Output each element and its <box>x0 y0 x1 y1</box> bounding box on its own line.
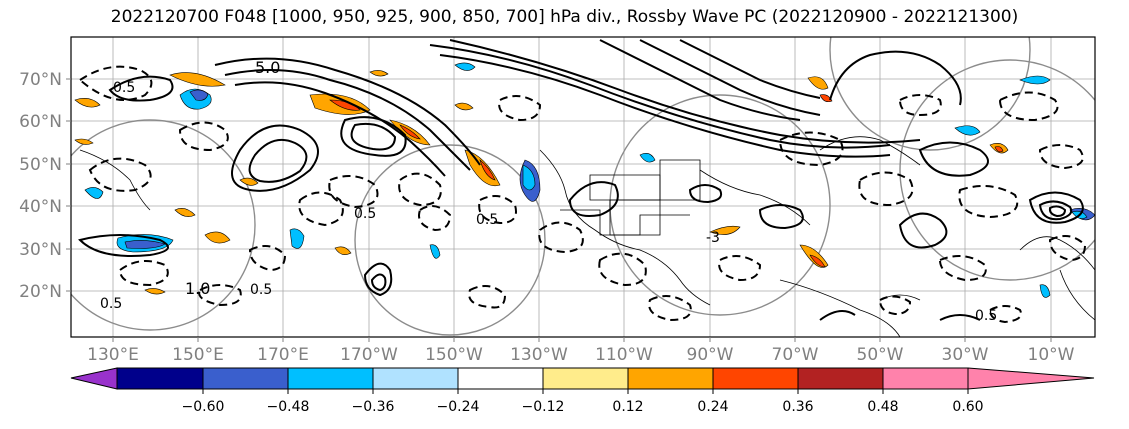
colorbar-label: −0.24 <box>437 399 480 415</box>
colorbar-segment <box>712 367 799 390</box>
lon-label: 150°W <box>425 345 483 365</box>
colorbar-label: 0.24 <box>697 399 728 415</box>
contour-label: 0.5 <box>113 80 135 96</box>
colorbar-ticks <box>202 389 969 394</box>
lat-tick-marks <box>66 78 71 292</box>
contours-dashed <box>78 65 1087 324</box>
colorbar <box>70 367 1095 390</box>
lon-tick-marks <box>112 337 1052 342</box>
colorbar-segment <box>70 367 118 390</box>
lat-lon-grid <box>71 37 1095 337</box>
lat-label: 70°N <box>19 70 62 90</box>
colorbar-label: 0.12 <box>612 399 643 415</box>
colorbar-segment <box>542 367 629 390</box>
contour-label: -3 <box>706 230 720 246</box>
lon-label: 70°W <box>772 345 819 365</box>
lat-label: 40°N <box>19 197 62 217</box>
colorbar-segment <box>797 367 884 390</box>
lon-label: 30°W <box>942 345 989 365</box>
rossby-wave-circles <box>71 37 1095 336</box>
lon-labels: 130°E 150°E 170°E 170°W 150°W 130°W 110°… <box>87 345 1075 365</box>
lat-label: 60°N <box>19 112 62 132</box>
lon-label: 50°W <box>857 345 904 365</box>
colorbar-label: 0.48 <box>867 399 898 415</box>
lon-label: 150°E <box>172 345 224 365</box>
lon-label: 130°W <box>510 345 568 365</box>
colorbar-labels: −0.60 −0.48 −0.36 −0.24 −0.12 0.12 0.24 … <box>182 399 984 415</box>
lon-label: 10°W <box>1028 345 1075 365</box>
colorbar-label: −0.48 <box>267 399 310 415</box>
contour-label: 0.5 <box>354 206 376 222</box>
colorbar-label: −0.60 <box>182 399 225 415</box>
colorbar-label: 0.36 <box>782 399 813 415</box>
colorbar-extend-max <box>967 367 1095 390</box>
divergence-shading <box>74 62 1095 298</box>
colorbar-label: 0.60 <box>952 399 983 415</box>
colorbar-segment <box>116 367 204 390</box>
map-frame <box>70 36 1096 338</box>
lat-label: 50°N <box>19 155 62 175</box>
lat-labels: 70°N 60°N 50°N 40°N 30°N 20°N <box>19 70 62 302</box>
colorbar-segment <box>882 367 969 390</box>
contour-label: 0.5 <box>975 308 997 324</box>
contour-label: 0.5 <box>100 296 122 312</box>
contours-solid <box>78 39 1084 321</box>
colorbar-segment <box>202 367 289 390</box>
contour-label: 0.5 <box>476 212 498 228</box>
colorbar-segment <box>372 367 459 390</box>
coastlines <box>79 136 1095 337</box>
lat-label: 20°N <box>19 282 62 302</box>
lat-label: 30°N <box>19 240 62 260</box>
contour-label: 1.0 <box>185 279 210 298</box>
lon-label: 130°E <box>87 345 139 365</box>
lon-label: 170°W <box>340 345 398 365</box>
colorbar-segment <box>627 367 714 390</box>
colorbar-segment <box>287 367 374 390</box>
colorbar-label: −0.12 <box>522 399 565 415</box>
contour-labels: 5.0 0.5 0.5 1.0 0.5 0.5 0.5 -3 0.5 <box>100 58 997 324</box>
contour-label: 5.0 <box>255 58 280 77</box>
lon-label: 110°W <box>595 345 653 365</box>
colorbar-segment <box>457 367 544 390</box>
map-title: 2022120700 F048 [1000, 950, 925, 900, 85… <box>110 7 1019 27</box>
lon-label: 90°W <box>687 345 734 365</box>
lon-label: 170°E <box>257 345 309 365</box>
colorbar-label: −0.36 <box>352 399 395 415</box>
contour-label: 0.5 <box>250 282 272 298</box>
